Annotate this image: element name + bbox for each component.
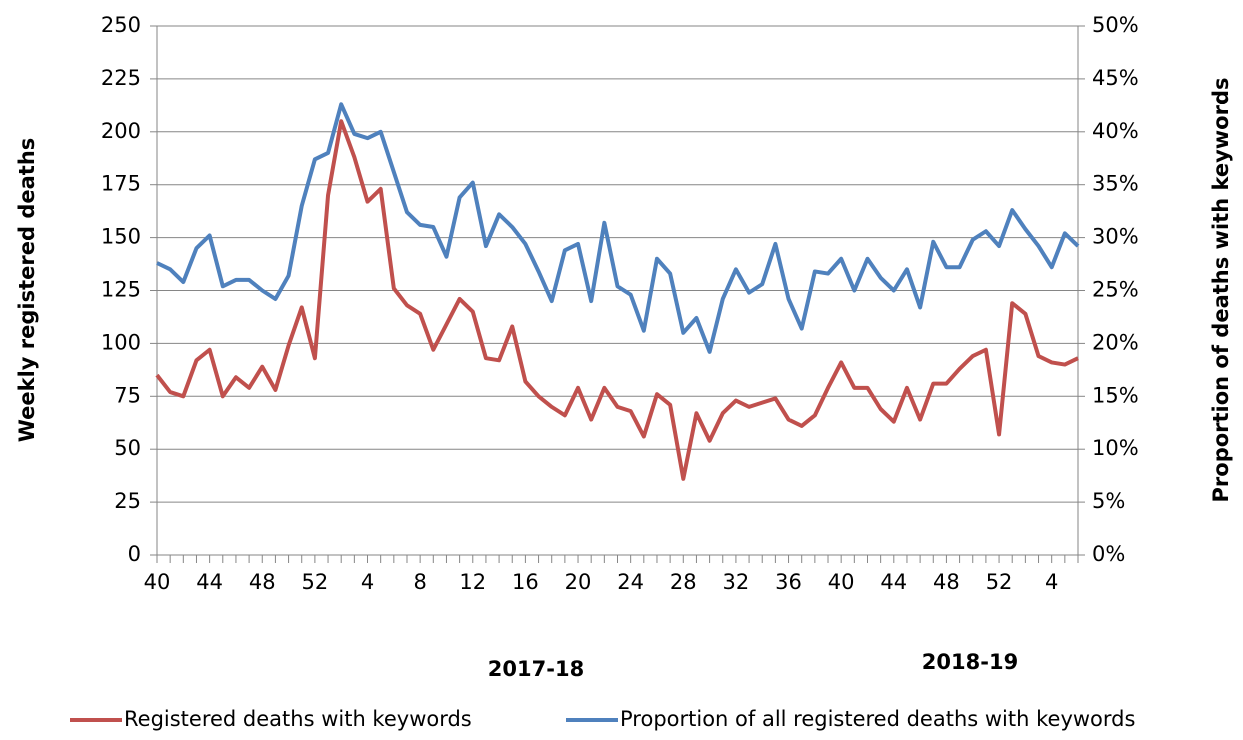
y2-tick-label: 5%: [1092, 489, 1125, 513]
x-tick-label: 4: [361, 570, 374, 594]
x-tick-label: 48: [933, 570, 960, 594]
y2-tick-label: 10%: [1092, 436, 1139, 460]
x-tick-label: 40: [144, 570, 171, 594]
y-tick-label: 0: [128, 542, 141, 566]
series-line: [155, 119, 1079, 481]
y-tick-label: 150: [101, 225, 141, 249]
y-axis-title: Weekly registered deaths: [15, 138, 39, 443]
y-tick-label: 125: [101, 278, 141, 302]
legend-label: Proportion of all registered deaths with…: [620, 707, 1135, 731]
y-tick-label: 100: [101, 330, 141, 354]
x-group-label: 2018-19: [922, 650, 1018, 674]
x-tick-label: 52: [302, 570, 329, 594]
y-tick-label: 200: [101, 119, 141, 143]
x-tick-label: 8: [413, 570, 426, 594]
x-tick-label: 44: [196, 570, 223, 594]
y2-tick-label: 20%: [1092, 330, 1139, 354]
x-tick-label: 16: [512, 570, 539, 594]
x-tick-label: 32: [723, 570, 750, 594]
y2-tick-label: 25%: [1092, 278, 1139, 302]
y-tick-label: 175: [101, 172, 141, 196]
x-tick-label: 36: [775, 570, 802, 594]
y2-axis-title: Proportion of deaths with keywords: [1209, 78, 1233, 503]
x-group-label: 2017-18: [488, 657, 584, 681]
y-tick-label: 50: [114, 436, 141, 460]
y2-tick-label: 0%: [1092, 542, 1125, 566]
x-tick-label: 4: [1045, 570, 1058, 594]
x-tick-label: 24: [617, 570, 644, 594]
y2-tick-label: 45%: [1092, 66, 1139, 90]
y2-tick-label: 50%: [1092, 13, 1139, 37]
x-tick-label: 12: [459, 570, 486, 594]
y2-tick-label: 15%: [1092, 383, 1139, 407]
x-tick-label: 48: [249, 570, 276, 594]
y2-tick-label: 30%: [1092, 225, 1139, 249]
y2-tick-label: 35%: [1092, 172, 1139, 196]
y2-tick-label: 40%: [1092, 119, 1139, 143]
x-tick-label: 28: [670, 570, 697, 594]
series-line: [156, 102, 1080, 354]
y-tick-label: 250: [101, 13, 141, 37]
x-tick-label: 20: [565, 570, 592, 594]
x-tick-label: 52: [986, 570, 1013, 594]
legend-label: Registered deaths with keywords: [124, 707, 472, 731]
y-tick-label: 225: [101, 66, 141, 90]
y-tick-label: 25: [114, 489, 141, 513]
x-tick-label: 44: [880, 570, 907, 594]
x-tick-label: 40: [828, 570, 855, 594]
y-tick-label: 75: [114, 383, 141, 407]
